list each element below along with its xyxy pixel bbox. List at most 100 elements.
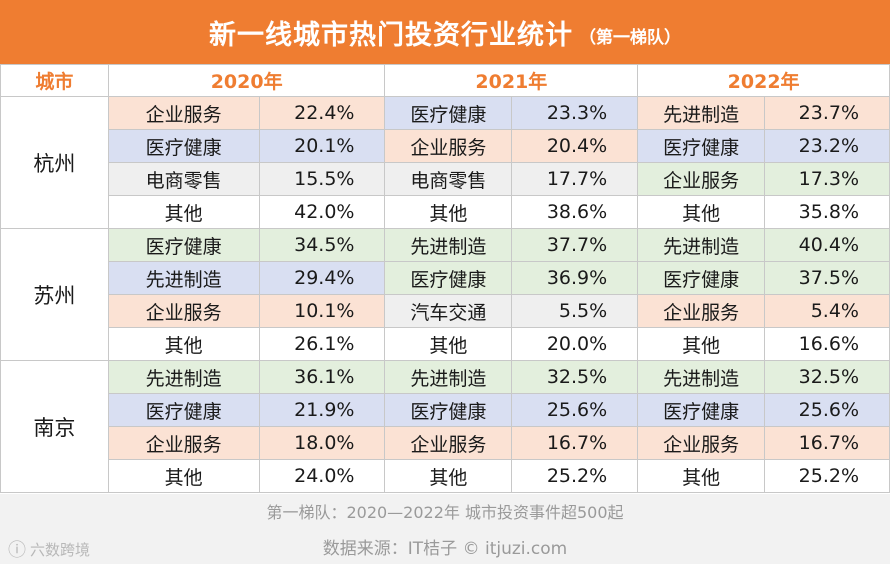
industry-cell: 医疗健康 (637, 261, 766, 295)
share-cell: 25.2% (511, 459, 639, 493)
industry-cell: 其他 (637, 459, 766, 493)
share-cell: 23.2% (764, 129, 890, 163)
share-cell: 34.5% (258, 228, 386, 262)
industry-cell: 医疗健康 (384, 393, 513, 427)
table-row: 企业服务 18.0% 企业服务 16.7% 企业服务 16.7% (1, 426, 890, 460)
header-year-2020: 2020年 (107, 64, 386, 97)
industry-cell: 先进制造 (107, 360, 260, 394)
industry-cell: 其他 (384, 327, 513, 361)
share-cell: 17.7% (511, 162, 639, 196)
watermark-icon: ⓘ (8, 540, 26, 561)
table-row: 其他 26.1% 其他 20.0% 其他 16.6% (1, 327, 890, 361)
share-cell: 22.4% (258, 96, 386, 130)
share-cell: 32.5% (764, 360, 890, 394)
share-cell: 25.6% (511, 393, 639, 427)
table-row: 医疗健康 20.1% 企业服务 20.4% 医疗健康 23.2% (1, 129, 890, 163)
table-body: 杭州 企业服务 22.4% 医疗健康 23.3% 先进制造 23.7% 医疗健康 20.1% 企业… (0, 96, 890, 493)
industry-cell: 医疗健康 (384, 261, 513, 295)
industry-cell: 企业服务 (107, 426, 260, 460)
industry-cell: 企业服务 (384, 129, 513, 163)
title-bar: 新一线城市热门投资行业统计 （第一梯队） (0, 0, 890, 64)
share-cell: 38.6% (511, 195, 639, 229)
industry-cell: 医疗健康 (107, 228, 260, 262)
header-city: 城市 (0, 64, 109, 97)
industry-cell: 医疗健康 (107, 129, 260, 163)
share-cell: 16.6% (764, 327, 890, 361)
table-row: 南京 先进制造 36.1% 先进制造 32.5% 先进制造 32.5% (0, 360, 890, 493)
industry-cell: 其他 (637, 327, 766, 361)
industry-cell: 先进制造 (384, 360, 513, 394)
share-cell: 23.3% (511, 96, 639, 130)
header-year-2022: 2022年 (637, 64, 890, 97)
city-cell: 杭州 (0, 96, 109, 229)
share-cell: 32.5% (511, 360, 639, 394)
share-cell: 40.4% (764, 228, 890, 262)
data-source: 数据来源：IT桔子 © itjuzi.com (0, 528, 890, 564)
table-row: 先进制造 29.4% 医疗健康 36.9% 医疗健康 37.5% (1, 261, 890, 295)
share-cell: 5.5% (511, 294, 639, 328)
share-cell: 35.8% (764, 195, 890, 229)
share-cell: 20.4% (511, 129, 639, 163)
table-row: 其他 24.0% 其他 25.2% 其他 25.2% (1, 459, 890, 493)
industry-cell: 先进制造 (637, 96, 766, 130)
share-cell: 37.5% (764, 261, 890, 295)
share-cell: 42.0% (258, 195, 386, 229)
table-row: 苏州 医疗健康 34.5% 先进制造 37.7% 先进制造 40.4% (0, 228, 890, 361)
industry-cell: 其他 (107, 459, 260, 493)
industry-cell: 其他 (107, 195, 260, 229)
table-row: 医疗健康 21.9% 医疗健康 25.6% 医疗健康 25.6% (1, 393, 890, 427)
industry-cell: 医疗健康 (107, 393, 260, 427)
table-row: 其他 42.0% 其他 38.6% 其他 35.8% (1, 195, 890, 229)
share-cell: 24.0% (258, 459, 386, 493)
share-cell: 5.4% (764, 294, 890, 328)
share-cell: 37.7% (511, 228, 639, 262)
industry-cell: 先进制造 (107, 261, 260, 295)
footer-note: 第一梯队：2020—2022年 城市投资事件超500起 (0, 494, 890, 528)
share-cell: 10.1% (258, 294, 386, 328)
share-cell: 36.1% (258, 360, 386, 394)
industry-cell: 医疗健康 (637, 393, 766, 427)
share-cell: 20.1% (258, 129, 386, 163)
share-cell: 18.0% (258, 426, 386, 460)
chart-subtitle: （第一梯队） (579, 27, 681, 48)
share-cell: 17.3% (764, 162, 890, 196)
investment-table: 城市 2020年 2021年 2022年 杭州 企业服务 22.4% 医疗健康 23.3… (0, 64, 890, 493)
industry-cell: 企业服务 (637, 294, 766, 328)
share-cell: 23.7% (764, 96, 890, 130)
share-cell: 20.0% (511, 327, 639, 361)
share-cell: 29.4% (258, 261, 386, 295)
industry-cell: 医疗健康 (384, 96, 513, 130)
table-row: 杭州 企业服务 22.4% 医疗健康 23.3% 先进制造 23.7% (0, 96, 890, 229)
industry-cell: 其他 (637, 195, 766, 229)
industry-cell: 企业服务 (637, 426, 766, 460)
city-cell: 苏州 (0, 228, 109, 361)
share-cell: 16.7% (764, 426, 890, 460)
industry-cell: 先进制造 (637, 360, 766, 394)
industry-cell: 企业服务 (384, 426, 513, 460)
share-cell: 26.1% (258, 327, 386, 361)
share-cell: 25.6% (764, 393, 890, 427)
city-cell: 南京 (0, 360, 109, 493)
watermark-text: 六数跨境 (30, 540, 91, 559)
industry-cell: 其他 (107, 327, 260, 361)
industry-cell: 汽车交通 (384, 294, 513, 328)
industry-cell: 企业服务 (107, 294, 260, 328)
industry-cell: 医疗健康 (637, 129, 766, 163)
industry-cell: 其他 (384, 195, 513, 229)
industry-cell: 先进制造 (637, 228, 766, 262)
industry-cell: 企业服务 (107, 96, 260, 130)
share-cell: 16.7% (511, 426, 639, 460)
industry-cell: 电商零售 (107, 162, 260, 196)
chart-title: 新一线城市热门投资行业统计 (209, 19, 573, 51)
industry-cell: 企业服务 (637, 162, 766, 196)
share-cell: 25.2% (764, 459, 890, 493)
header-year-2021: 2021年 (384, 64, 639, 97)
header-row: 城市 2020年 2021年 2022年 (0, 64, 890, 97)
share-cell: 21.9% (258, 393, 386, 427)
industry-cell: 先进制造 (384, 228, 513, 262)
table-row: 企业服务 10.1% 汽车交通 5.5% 企业服务 5.4% (1, 294, 890, 328)
table-row: 电商零售 15.5% 电商零售 17.7% 企业服务 17.3% (1, 162, 890, 196)
share-cell: 36.9% (511, 261, 639, 295)
share-cell: 15.5% (258, 162, 386, 196)
industry-cell: 电商零售 (384, 162, 513, 196)
